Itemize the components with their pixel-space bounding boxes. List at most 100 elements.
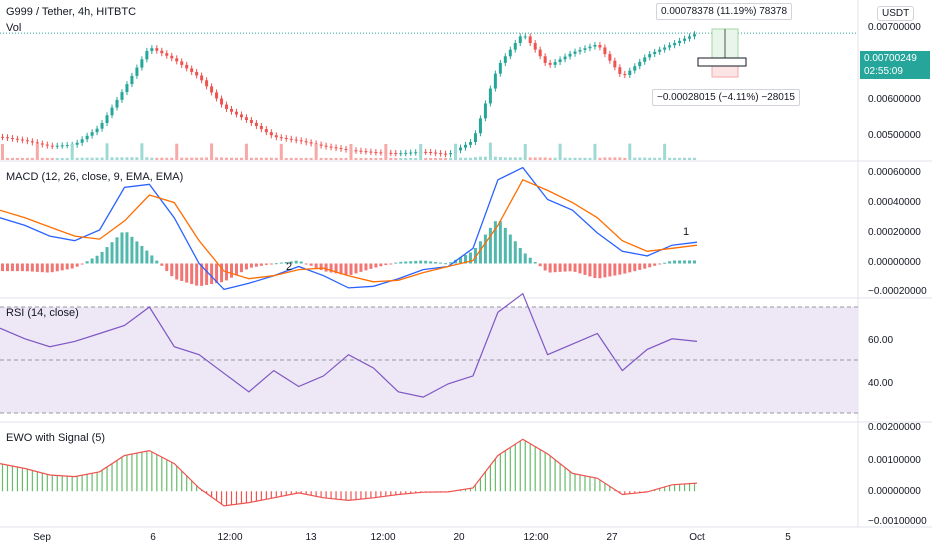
macd-histogram-bar bbox=[608, 263, 612, 277]
macd-histogram-bar bbox=[155, 260, 159, 264]
volume-bar bbox=[35, 143, 39, 160]
candle bbox=[145, 51, 149, 60]
signal-line bbox=[0, 178, 698, 283]
candle bbox=[115, 99, 119, 108]
candle bbox=[528, 36, 532, 44]
candle bbox=[120, 92, 124, 100]
candle bbox=[463, 144, 467, 148]
countdown-timer: 02:55:09 bbox=[864, 66, 903, 77]
volume-bar bbox=[578, 157, 582, 160]
candle bbox=[175, 58, 179, 62]
macd-histogram-bar bbox=[274, 263, 278, 265]
candle bbox=[543, 56, 547, 63]
volume-bar bbox=[663, 143, 667, 160]
macd-histogram-bar bbox=[220, 263, 224, 283]
macd-histogram-bar bbox=[95, 255, 99, 264]
candle bbox=[40, 143, 44, 145]
candle bbox=[583, 48, 587, 50]
macd-histogram-bar bbox=[85, 261, 89, 264]
macd-histogram-bar bbox=[613, 263, 617, 276]
macd-histogram-bar bbox=[449, 262, 453, 264]
candle bbox=[339, 148, 343, 150]
volume-bar bbox=[359, 157, 363, 160]
macd-axis-tick: 0.00060000 bbox=[868, 167, 921, 178]
macd-histogram-bar bbox=[573, 263, 577, 272]
macd-histogram-bar bbox=[140, 245, 144, 264]
volume-bar bbox=[155, 157, 159, 160]
candle bbox=[468, 142, 472, 145]
volume-bar bbox=[65, 157, 69, 160]
candle bbox=[658, 49, 662, 52]
currency-button[interactable]: USDT bbox=[877, 6, 915, 21]
volume-bar bbox=[399, 157, 403, 160]
macd-histogram-bar bbox=[598, 263, 602, 279]
volume-bar bbox=[618, 157, 622, 160]
macd-histogram-bar bbox=[339, 263, 343, 275]
macd-histogram-bar bbox=[444, 263, 448, 265]
macd-histogram-bar bbox=[334, 263, 338, 274]
macd-histogram-bar bbox=[498, 221, 502, 264]
candle bbox=[344, 148, 348, 150]
macd-histogram-bar bbox=[399, 261, 403, 264]
macd-histogram-bar bbox=[578, 263, 582, 274]
volume-bar bbox=[215, 157, 219, 160]
volume-bar bbox=[478, 156, 482, 160]
macd-histogram-bar bbox=[175, 263, 179, 280]
volume-bar bbox=[239, 157, 243, 160]
candle bbox=[364, 151, 368, 153]
candle bbox=[603, 47, 607, 55]
macd-histogram-bar bbox=[294, 260, 298, 264]
macd-histogram-bar bbox=[478, 241, 482, 264]
candle bbox=[254, 122, 258, 127]
candle bbox=[239, 114, 243, 118]
volume-bar bbox=[483, 156, 487, 160]
plot-area bbox=[0, 0, 858, 527]
candle bbox=[354, 150, 358, 152]
volume-bar bbox=[583, 157, 587, 160]
macd-histogram-bar bbox=[70, 263, 74, 269]
candle bbox=[65, 145, 69, 147]
candle bbox=[10, 137, 14, 139]
volume-bar bbox=[329, 157, 333, 160]
volume-bar bbox=[668, 157, 672, 160]
time-tick: 12:00 bbox=[370, 532, 396, 543]
candle bbox=[35, 142, 39, 144]
macd-histogram-bar bbox=[5, 263, 9, 272]
candle bbox=[165, 53, 169, 56]
candle bbox=[663, 47, 667, 50]
candle bbox=[678, 40, 682, 44]
macd-histogram-bar bbox=[473, 247, 477, 264]
volume-bar bbox=[543, 157, 547, 160]
macd-histogram-bar bbox=[259, 263, 263, 266]
candle bbox=[324, 145, 328, 147]
candle bbox=[45, 144, 49, 146]
macd-histogram-bar bbox=[513, 241, 517, 264]
candle bbox=[628, 70, 632, 76]
macd-histogram-bar bbox=[668, 261, 672, 264]
volume-bar bbox=[673, 157, 677, 160]
candle bbox=[374, 152, 378, 154]
macd-histogram-bar bbox=[483, 234, 487, 264]
candle bbox=[573, 51, 577, 54]
time-tick: 13 bbox=[305, 532, 317, 543]
candle bbox=[608, 54, 612, 61]
volume-label: Vol bbox=[6, 22, 22, 34]
volume-bar bbox=[170, 157, 174, 160]
ewo-axis-tick: −0.00100000 bbox=[868, 516, 927, 527]
macd-axis-tick: 0.00000000 bbox=[868, 257, 921, 268]
macd-histogram-bar bbox=[384, 263, 388, 266]
candle bbox=[683, 38, 687, 41]
volume-bar bbox=[190, 157, 194, 160]
candle bbox=[20, 139, 24, 141]
candle bbox=[244, 117, 248, 120]
volume-bar bbox=[80, 157, 84, 160]
volume-bar bbox=[244, 143, 248, 160]
macd-histogram-bar bbox=[463, 254, 467, 264]
candle bbox=[513, 43, 517, 50]
candle bbox=[498, 62, 502, 74]
candle bbox=[205, 80, 209, 87]
volume-bar bbox=[528, 157, 532, 160]
macd-histogram-bar bbox=[588, 263, 592, 277]
macd-histogram-bar bbox=[344, 263, 348, 276]
